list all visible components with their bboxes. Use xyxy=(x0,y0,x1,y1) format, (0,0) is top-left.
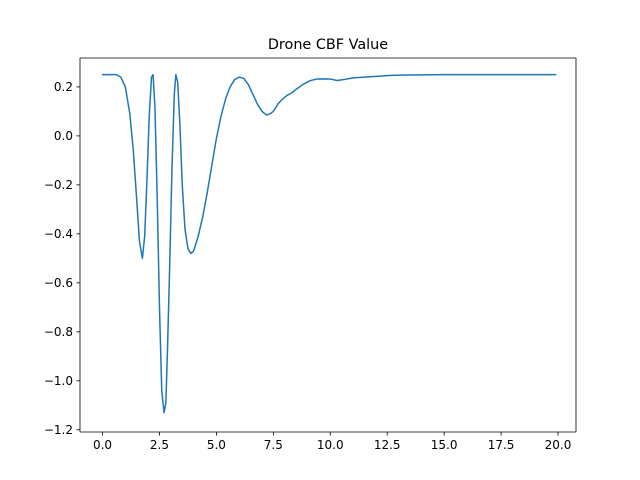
x-tick-label: 17.5 xyxy=(488,438,515,452)
x-tick-label: 5.0 xyxy=(207,438,226,452)
x-tick-label: 7.5 xyxy=(264,438,283,452)
x-tick-label: 20.0 xyxy=(545,438,572,452)
y-tick-label: −0.4 xyxy=(44,227,73,241)
y-tick-label: −1.0 xyxy=(44,374,73,388)
x-tick-label: 0.0 xyxy=(93,438,112,452)
y-tick-label: 0.0 xyxy=(54,129,73,143)
series-line-0 xyxy=(101,73,557,414)
x-tick-label: 2.5 xyxy=(150,438,169,452)
y-tick-label: −0.8 xyxy=(44,325,73,339)
y-tick-label: −0.2 xyxy=(44,178,73,192)
y-tick-label: −1.2 xyxy=(44,423,73,437)
x-tick-label: 15.0 xyxy=(431,438,458,452)
y-tick-label: −0.6 xyxy=(44,276,73,290)
y-tick-label: 0.2 xyxy=(54,80,73,94)
chart-title: Drone CBF Value xyxy=(268,37,388,53)
x-tick-label: 12.5 xyxy=(374,438,401,452)
x-tick-label: 10.0 xyxy=(317,438,344,452)
plot-area xyxy=(80,58,576,432)
